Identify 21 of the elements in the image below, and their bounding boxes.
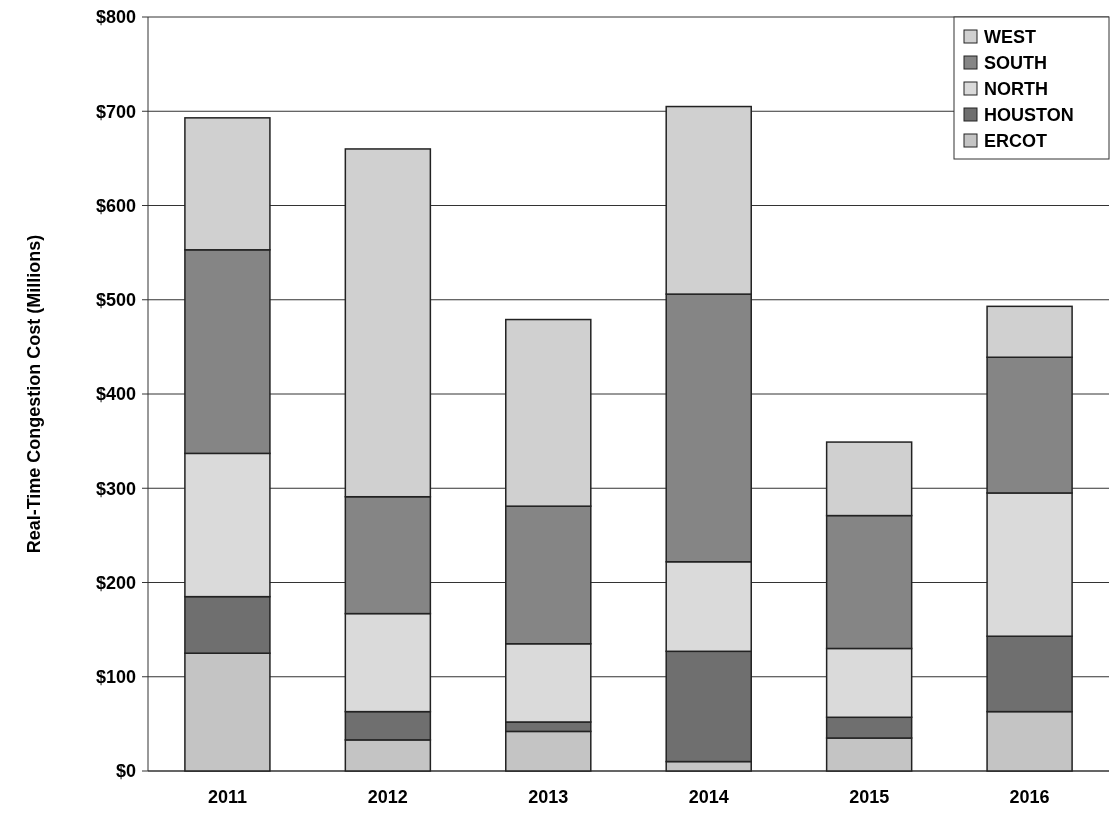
- x-tick-label: 2011: [207, 787, 247, 807]
- legend-label: HOUSTON: [984, 105, 1074, 126]
- y-tick-label: $800: [95, 7, 136, 28]
- legend-label: WEST: [984, 27, 1036, 48]
- y-axis-title: Real-Time Congestion Cost (Millions): [24, 234, 44, 554]
- x-tick-label: 2013: [528, 787, 569, 807]
- x-tick-label: 2012: [367, 787, 408, 807]
- x-tick-label: 2016: [1009, 787, 1050, 807]
- y-tick-label: $100: [95, 667, 136, 688]
- y-tick-label: $600: [95, 195, 136, 216]
- y-tick-label: $700: [95, 101, 136, 122]
- legend-label: SOUTH: [984, 53, 1047, 74]
- y-tick-label: $0: [115, 761, 136, 782]
- y-tick-label: $400: [95, 384, 136, 405]
- y-tick-label: $200: [95, 572, 136, 593]
- y-tick-label: $300: [95, 478, 136, 499]
- x-tick-label: 2014: [688, 787, 729, 807]
- y-tick-label: $500: [95, 290, 136, 311]
- legend-label: NORTH: [984, 79, 1048, 100]
- legend-label: ERCOT: [984, 131, 1047, 152]
- x-tick-label: 2015: [849, 787, 890, 807]
